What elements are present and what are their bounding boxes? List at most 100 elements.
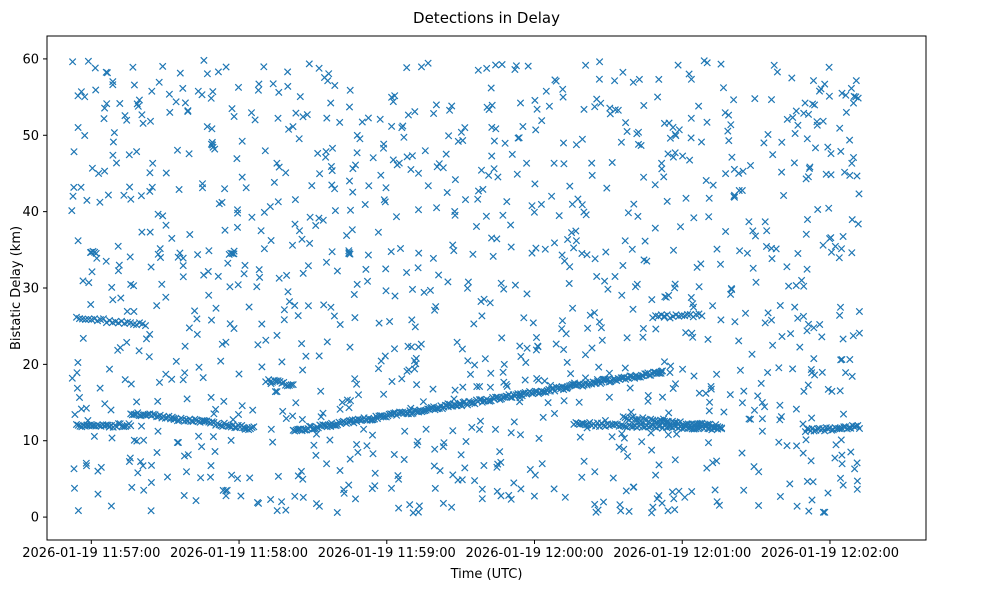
data-point-marker xyxy=(109,151,117,159)
data-point-marker xyxy=(247,109,256,117)
data-point-marker xyxy=(240,270,248,278)
data-point-marker xyxy=(84,57,93,65)
data-point-marker xyxy=(266,495,275,504)
data-point-marker xyxy=(690,372,698,380)
data-point-marker xyxy=(643,257,651,265)
data-point-marker xyxy=(482,212,491,220)
data-point-marker xyxy=(282,506,290,514)
data-point-marker xyxy=(488,123,496,132)
data-point-marker xyxy=(825,204,833,212)
data-point-marker xyxy=(838,460,846,468)
data-point-marker xyxy=(510,418,518,426)
data-point-marker xyxy=(345,403,353,412)
data-point-marker xyxy=(275,274,283,282)
data-point-marker xyxy=(517,485,525,493)
data-point-marker xyxy=(299,475,307,483)
data-point-marker xyxy=(620,434,629,442)
data-point-marker xyxy=(175,185,183,194)
data-point-marker xyxy=(278,358,286,366)
data-point-marker xyxy=(788,365,797,373)
data-point-marker xyxy=(282,169,290,177)
data-point-marker xyxy=(333,508,341,517)
data-point-marker xyxy=(179,376,187,384)
data-point-marker xyxy=(110,128,119,137)
chart-title: Detections in Delay xyxy=(413,9,560,27)
data-point-marker xyxy=(767,95,776,104)
data-point-marker xyxy=(648,295,656,304)
data-point-marker xyxy=(804,173,813,181)
data-point-marker xyxy=(449,241,457,249)
data-point-marker xyxy=(469,250,477,258)
data-point-marker xyxy=(137,422,146,430)
data-point-marker xyxy=(208,141,217,149)
data-point-marker xyxy=(588,171,596,180)
data-point-marker xyxy=(217,357,225,365)
data-point-marker xyxy=(794,249,802,258)
data-point-marker xyxy=(346,206,355,214)
data-point-marker xyxy=(148,183,156,191)
data-point-marker xyxy=(806,163,814,171)
data-point-marker xyxy=(588,159,596,167)
data-point-marker xyxy=(599,421,608,430)
data-point-marker xyxy=(295,135,303,143)
data-point-marker xyxy=(694,102,703,110)
data-point-marker xyxy=(94,169,103,178)
data-point-marker xyxy=(800,109,808,117)
data-point-marker xyxy=(214,272,222,281)
data-point-marker xyxy=(838,89,846,97)
data-point-marker xyxy=(507,243,515,251)
data-point-marker xyxy=(558,317,567,325)
data-point-marker xyxy=(134,469,142,477)
data-point-marker xyxy=(435,160,443,168)
data-point-marker xyxy=(593,95,601,103)
data-point-marker xyxy=(75,393,84,402)
data-point-marker xyxy=(501,139,509,147)
data-point-marker xyxy=(294,472,302,480)
data-point-marker xyxy=(368,415,376,424)
data-point-marker xyxy=(763,368,772,377)
data-point-marker xyxy=(848,159,856,167)
data-point-marker xyxy=(138,228,146,236)
data-point-marker xyxy=(671,149,679,157)
data-point-marker xyxy=(389,97,397,106)
data-point-marker xyxy=(363,442,371,450)
data-point-marker xyxy=(354,448,362,457)
data-point-marker xyxy=(112,159,121,167)
data-point-marker xyxy=(716,260,725,268)
data-point-marker xyxy=(172,98,180,106)
data-point-marker xyxy=(808,100,817,108)
data-point-marker xyxy=(191,415,199,423)
data-point-marker xyxy=(682,328,690,337)
data-point-marker xyxy=(821,508,829,516)
data-point-marker xyxy=(566,263,574,271)
data-point-marker xyxy=(70,183,78,192)
data-point-marker xyxy=(538,116,546,125)
data-point-marker xyxy=(443,188,451,197)
data-point-marker xyxy=(537,200,546,209)
data-point-marker xyxy=(478,495,486,503)
data-point-marker xyxy=(779,191,788,200)
data-point-marker xyxy=(760,403,769,411)
data-point-marker xyxy=(581,351,590,359)
data-point-marker xyxy=(848,215,856,224)
data-point-marker xyxy=(638,438,646,446)
data-point-marker xyxy=(194,432,203,440)
data-point-marker xyxy=(761,319,769,327)
data-point-marker xyxy=(382,287,390,295)
data-point-marker xyxy=(291,492,299,500)
data-point-marker xyxy=(758,415,767,423)
data-point-marker xyxy=(803,215,812,224)
data-point-marker xyxy=(484,397,492,405)
data-point-marker xyxy=(387,122,396,131)
data-point-marker xyxy=(713,498,721,506)
data-point-marker xyxy=(207,94,215,102)
data-point-marker xyxy=(666,134,675,142)
data-point-marker xyxy=(775,438,783,446)
data-point-marker xyxy=(836,425,844,433)
y-tick-label: 30 xyxy=(22,282,39,297)
data-point-marker xyxy=(333,267,342,275)
data-point-marker xyxy=(740,486,748,494)
data-point-marker xyxy=(809,478,817,486)
data-point-marker xyxy=(515,398,524,406)
data-point-marker xyxy=(827,248,836,256)
